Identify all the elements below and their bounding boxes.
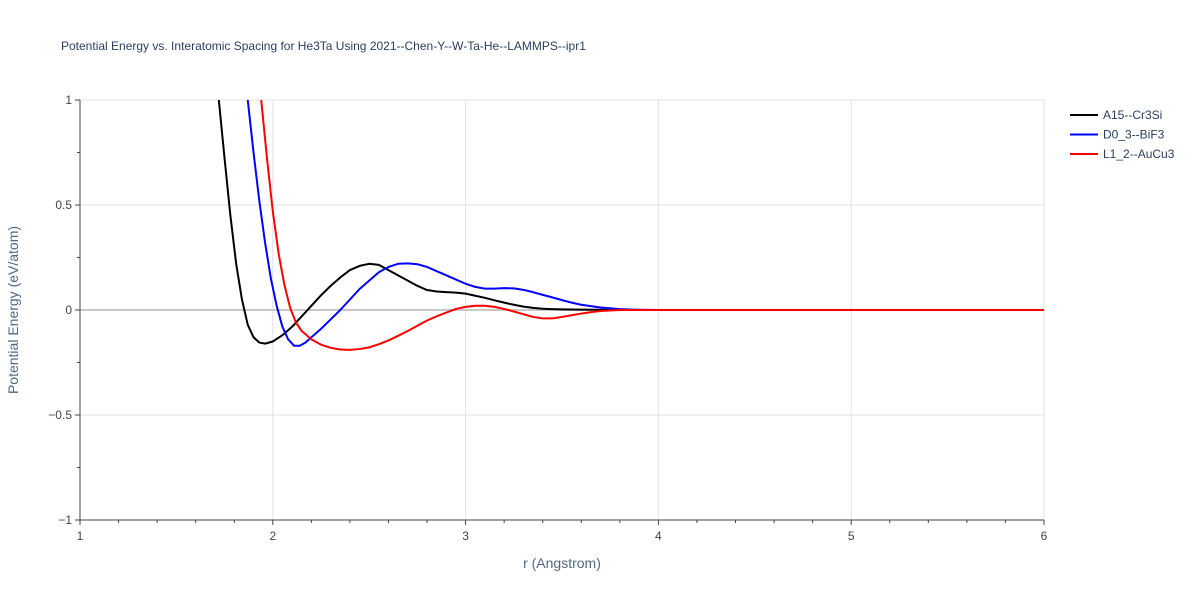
axes: 1 2 3 4 5 6 −1 −0.5 0 0.5 1 xyxy=(48,93,1047,543)
x-tick-label: 4 xyxy=(655,529,662,543)
series-line-2 xyxy=(246,100,1044,347)
y-axis-title: Potential Energy (eV/atom) xyxy=(5,226,21,394)
x-axis-title: r (Angstrom) xyxy=(523,555,601,571)
x-tick-label: 3 xyxy=(462,529,469,543)
x-tick-label: 1 xyxy=(77,529,84,543)
legend-item[interactable]: L1_2--AuCu3 xyxy=(1070,147,1175,161)
series-line-3 xyxy=(260,100,1044,351)
y-tick-label: −0.5 xyxy=(48,408,72,422)
chart-title: Potential Energy vs. Interatomic Spacing… xyxy=(61,39,586,53)
y-tick-label: 1 xyxy=(65,93,72,107)
legend-label: L1_2--AuCu3 xyxy=(1103,147,1175,161)
legend-label: D0_3--BiF3 xyxy=(1103,128,1165,142)
x-tick-label: 6 xyxy=(1041,529,1048,543)
y-tick-label: −1 xyxy=(58,513,72,527)
legend-label: A15--Cr3Si xyxy=(1103,108,1162,122)
legend-item[interactable]: D0_3--BiF3 xyxy=(1070,128,1165,142)
y-tick-label: 0 xyxy=(65,303,72,317)
series-line-1 xyxy=(217,100,1044,345)
x-tick-label: 5 xyxy=(848,529,855,543)
plot-area xyxy=(217,100,1044,351)
x-tick-label: 2 xyxy=(269,529,276,543)
legend[interactable]: A15--Cr3Si D0_3--BiF3 L1_2--AuCu3 xyxy=(1070,108,1175,161)
legend-item[interactable]: A15--Cr3Si xyxy=(1070,108,1162,122)
y-tick-label: 0.5 xyxy=(55,198,72,212)
